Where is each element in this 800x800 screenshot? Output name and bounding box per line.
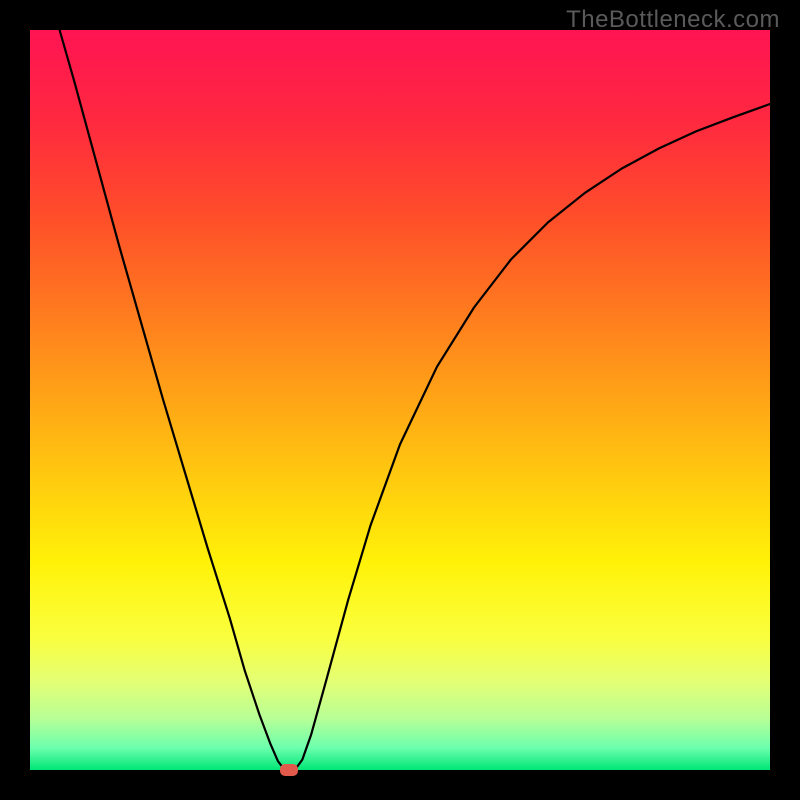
watermark-text: TheBottleneck.com <box>566 6 780 34</box>
optimal-point-marker <box>280 764 298 776</box>
plot-background <box>30 30 770 770</box>
bottleneck-curve-chart <box>0 0 800 800</box>
